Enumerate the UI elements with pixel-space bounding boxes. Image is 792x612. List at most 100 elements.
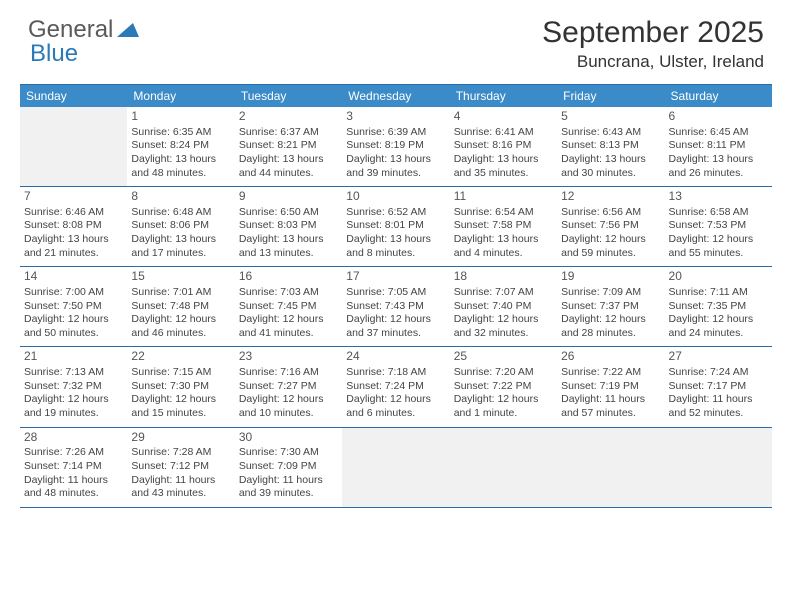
sunrise-text: Sunrise: 6:45 AM [669,126,768,140]
location: Buncrana, Ulster, Ireland [542,52,764,72]
daylight-text: Daylight: 11 hours and 48 minutes. [24,474,123,501]
sunrise-text: Sunrise: 6:48 AM [131,206,230,220]
day-cell: 30Sunrise: 7:30 AMSunset: 7:09 PMDayligh… [235,428,342,507]
sunrise-text: Sunrise: 6:46 AM [24,206,123,220]
sunset-text: Sunset: 7:22 PM [454,380,553,394]
day-cell: 9Sunrise: 6:50 AMSunset: 8:03 PMDaylight… [235,187,342,266]
day-cell: 4Sunrise: 6:41 AMSunset: 8:16 PMDaylight… [450,107,557,186]
week-row: 1Sunrise: 6:35 AMSunset: 8:24 PMDaylight… [20,107,772,187]
sunset-text: Sunset: 7:53 PM [669,219,768,233]
sunset-text: Sunset: 7:58 PM [454,219,553,233]
empty-cell [342,428,449,507]
daylight-text: Daylight: 13 hours and 13 minutes. [239,233,338,260]
sunrise-text: Sunrise: 6:35 AM [131,126,230,140]
daylight-text: Daylight: 12 hours and 19 minutes. [24,393,123,420]
day-number: 15 [131,269,230,285]
day-number: 6 [669,109,768,125]
day-cell: 26Sunrise: 7:22 AMSunset: 7:19 PMDayligh… [557,347,664,426]
daylight-text: Daylight: 13 hours and 35 minutes. [454,153,553,180]
sunrise-text: Sunrise: 7:24 AM [669,366,768,380]
daylight-text: Daylight: 13 hours and 39 minutes. [346,153,445,180]
day-cell: 7Sunrise: 6:46 AMSunset: 8:08 PMDaylight… [20,187,127,266]
sunset-text: Sunset: 7:48 PM [131,300,230,314]
sunset-text: Sunset: 7:35 PM [669,300,768,314]
daylight-text: Daylight: 12 hours and 10 minutes. [239,393,338,420]
day-header: Sunday [20,85,127,107]
sunrise-text: Sunrise: 7:05 AM [346,286,445,300]
header: General September 2025 Buncrana, Ulster,… [0,0,792,78]
day-cell: 23Sunrise: 7:16 AMSunset: 7:27 PMDayligh… [235,347,342,426]
day-number: 2 [239,109,338,125]
daylight-text: Daylight: 12 hours and 1 minute. [454,393,553,420]
day-header: Friday [557,85,664,107]
sunset-text: Sunset: 8:19 PM [346,139,445,153]
sunset-text: Sunset: 7:24 PM [346,380,445,394]
week-row: 28Sunrise: 7:26 AMSunset: 7:14 PMDayligh… [20,428,772,508]
sunrise-text: Sunrise: 6:56 AM [561,206,660,220]
day-cell: 19Sunrise: 7:09 AMSunset: 7:37 PMDayligh… [557,267,664,346]
daylight-text: Daylight: 12 hours and 28 minutes. [561,313,660,340]
sunrise-text: Sunrise: 6:50 AM [239,206,338,220]
empty-cell [450,428,557,507]
day-cell: 24Sunrise: 7:18 AMSunset: 7:24 PMDayligh… [342,347,449,426]
sunrise-text: Sunrise: 7:13 AM [24,366,123,380]
day-number: 4 [454,109,553,125]
sunrise-text: Sunrise: 7:01 AM [131,286,230,300]
day-cell: 1Sunrise: 6:35 AMSunset: 8:24 PMDaylight… [127,107,234,186]
sunset-text: Sunset: 7:40 PM [454,300,553,314]
day-cell: 27Sunrise: 7:24 AMSunset: 7:17 PMDayligh… [665,347,772,426]
sunset-text: Sunset: 7:43 PM [346,300,445,314]
sunrise-text: Sunrise: 7:03 AM [239,286,338,300]
daylight-text: Daylight: 12 hours and 46 minutes. [131,313,230,340]
day-number: 16 [239,269,338,285]
sunrise-text: Sunrise: 7:00 AM [24,286,123,300]
daylight-text: Daylight: 11 hours and 43 minutes. [131,474,230,501]
empty-cell [20,107,127,186]
sunset-text: Sunset: 7:56 PM [561,219,660,233]
day-cell: 13Sunrise: 6:58 AMSunset: 7:53 PMDayligh… [665,187,772,266]
sunrise-text: Sunrise: 6:37 AM [239,126,338,140]
day-header: Monday [127,85,234,107]
weeks-container: 1Sunrise: 6:35 AMSunset: 8:24 PMDaylight… [20,107,772,508]
sunrise-text: Sunrise: 7:09 AM [561,286,660,300]
logo-text-blue: Blue [30,40,78,68]
day-number: 10 [346,189,445,205]
empty-cell [557,428,664,507]
day-cell: 12Sunrise: 6:56 AMSunset: 7:56 PMDayligh… [557,187,664,266]
sunrise-text: Sunrise: 6:54 AM [454,206,553,220]
sunrise-text: Sunrise: 7:26 AM [24,446,123,460]
day-headers-row: SundayMondayTuesdayWednesdayThursdayFrid… [20,85,772,107]
daylight-text: Daylight: 13 hours and 48 minutes. [131,153,230,180]
sunset-text: Sunset: 7:14 PM [24,460,123,474]
day-number: 26 [561,349,660,365]
sunset-text: Sunset: 8:21 PM [239,139,338,153]
daylight-text: Daylight: 12 hours and 50 minutes. [24,313,123,340]
sunset-text: Sunset: 8:11 PM [669,139,768,153]
sunset-text: Sunset: 7:37 PM [561,300,660,314]
day-cell: 22Sunrise: 7:15 AMSunset: 7:30 PMDayligh… [127,347,234,426]
day-number: 23 [239,349,338,365]
day-number: 3 [346,109,445,125]
sunrise-text: Sunrise: 7:30 AM [239,446,338,460]
day-number: 9 [239,189,338,205]
daylight-text: Daylight: 12 hours and 24 minutes. [669,313,768,340]
day-number: 28 [24,430,123,446]
daylight-text: Daylight: 12 hours and 37 minutes. [346,313,445,340]
daylight-text: Daylight: 13 hours and 4 minutes. [454,233,553,260]
week-row: 7Sunrise: 6:46 AMSunset: 8:08 PMDaylight… [20,187,772,267]
sunrise-text: Sunrise: 6:58 AM [669,206,768,220]
daylight-text: Daylight: 13 hours and 44 minutes. [239,153,338,180]
day-cell: 20Sunrise: 7:11 AMSunset: 7:35 PMDayligh… [665,267,772,346]
day-number: 19 [561,269,660,285]
day-number: 17 [346,269,445,285]
day-number: 29 [131,430,230,446]
day-cell: 25Sunrise: 7:20 AMSunset: 7:22 PMDayligh… [450,347,557,426]
sunrise-text: Sunrise: 7:11 AM [669,286,768,300]
day-number: 13 [669,189,768,205]
week-row: 14Sunrise: 7:00 AMSunset: 7:50 PMDayligh… [20,267,772,347]
sunrise-text: Sunrise: 7:07 AM [454,286,553,300]
day-number: 7 [24,189,123,205]
daylight-text: Daylight: 11 hours and 39 minutes. [239,474,338,501]
sunset-text: Sunset: 7:12 PM [131,460,230,474]
day-cell: 17Sunrise: 7:05 AMSunset: 7:43 PMDayligh… [342,267,449,346]
